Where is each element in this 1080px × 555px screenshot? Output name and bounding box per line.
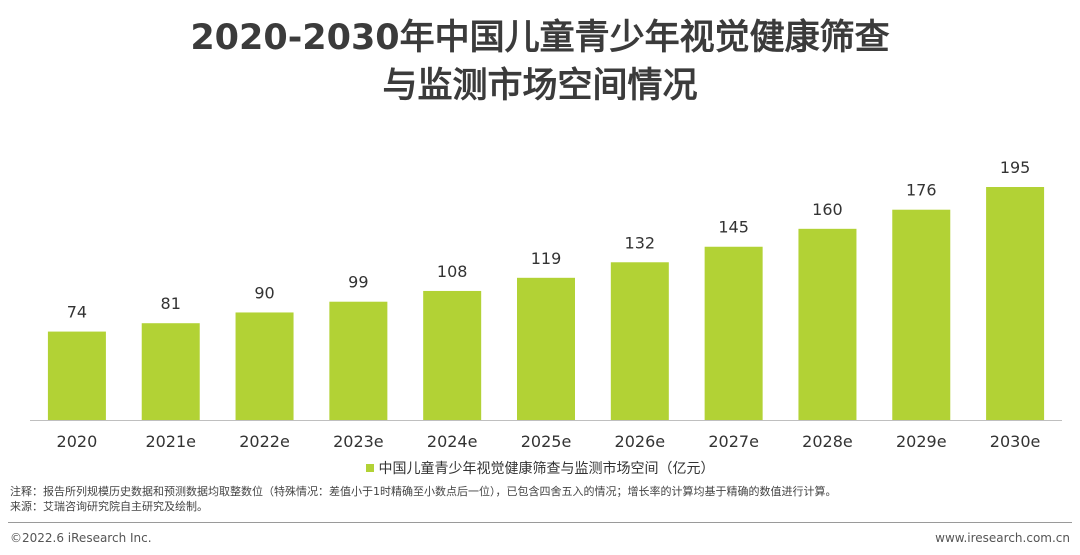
x-tick-label-2020: 2020 [57, 432, 98, 451]
source-note: 来源：艾瑞咨询研究院自主研究及绘制。 [10, 500, 208, 513]
bar-2022e [235, 312, 294, 420]
data-label-2026e: 132 [625, 233, 656, 252]
data-label-2028e: 160 [812, 200, 843, 219]
data-label-2020: 74 [67, 303, 87, 322]
x-tick-label-2029e: 2029e [896, 432, 947, 451]
x-tick-label-2024e: 2024e [427, 432, 478, 451]
x-tick-label-2021e: 2021e [145, 432, 196, 451]
x-tick-label-2023e: 2023e [333, 432, 384, 451]
bar-2027e [704, 246, 763, 420]
bar-2023e [329, 301, 388, 420]
bar-2025e [517, 277, 575, 420]
data-label-2027e: 145 [718, 218, 749, 237]
x-tick-label-2025e: 2025e [521, 432, 572, 451]
x-tick-label-2026e: 2026e [615, 432, 666, 451]
x-tick-label-2028e: 2028e [802, 432, 853, 451]
x-tick-label-2027e: 2027e [708, 432, 759, 451]
bar-2029e [892, 209, 951, 420]
chart-title-line-2: 与监测市场空间情况 [382, 66, 698, 106]
legend-swatch [365, 464, 374, 472]
bar-2021e [141, 323, 200, 420]
copyright-text: ©2022.6 iResearch Inc. [10, 531, 152, 545]
x-tick-label-2030e: 2030e [990, 432, 1041, 451]
footnote: 注释：报告所列规模历史数据和预测数据均取整数位（特殊情况：差值小于1时精确至小数… [10, 485, 837, 498]
bar-2026e [610, 262, 669, 420]
bar-2030e [986, 187, 1045, 420]
data-label-2021e: 81 [161, 294, 181, 313]
x-tick-label-2022e: 2022e [239, 432, 290, 451]
data-label-2025e: 119 [531, 249, 562, 268]
bar-2020 [47, 331, 106, 420]
data-label-2023e: 99 [348, 273, 368, 292]
data-label-2030e: 195 [1000, 158, 1031, 177]
legend-label: 中国儿童青少年视觉健康筛查与监测市场空间（亿元） [378, 461, 715, 477]
data-label-2024e: 108 [437, 262, 468, 281]
website-url: www.iresearch.com.cn [935, 531, 1070, 545]
chart-title-line-1: 2020-2030年中国儿童青少年视觉健康筛查 [190, 18, 890, 58]
bar-chart: 74 2020 81 2021e 90 2022e 99 2023e 108 2024e 119 20… [30, 158, 1062, 451]
bar-2028e [798, 228, 857, 420]
data-label-2022e: 90 [254, 283, 274, 302]
bar-2024e [423, 290, 482, 420]
data-label-2029e: 176 [906, 181, 937, 200]
footer-divider [8, 522, 1072, 523]
chart-legend: 中国儿童青少年视觉健康筛查与监测市场空间（亿元） [0, 458, 1080, 478]
